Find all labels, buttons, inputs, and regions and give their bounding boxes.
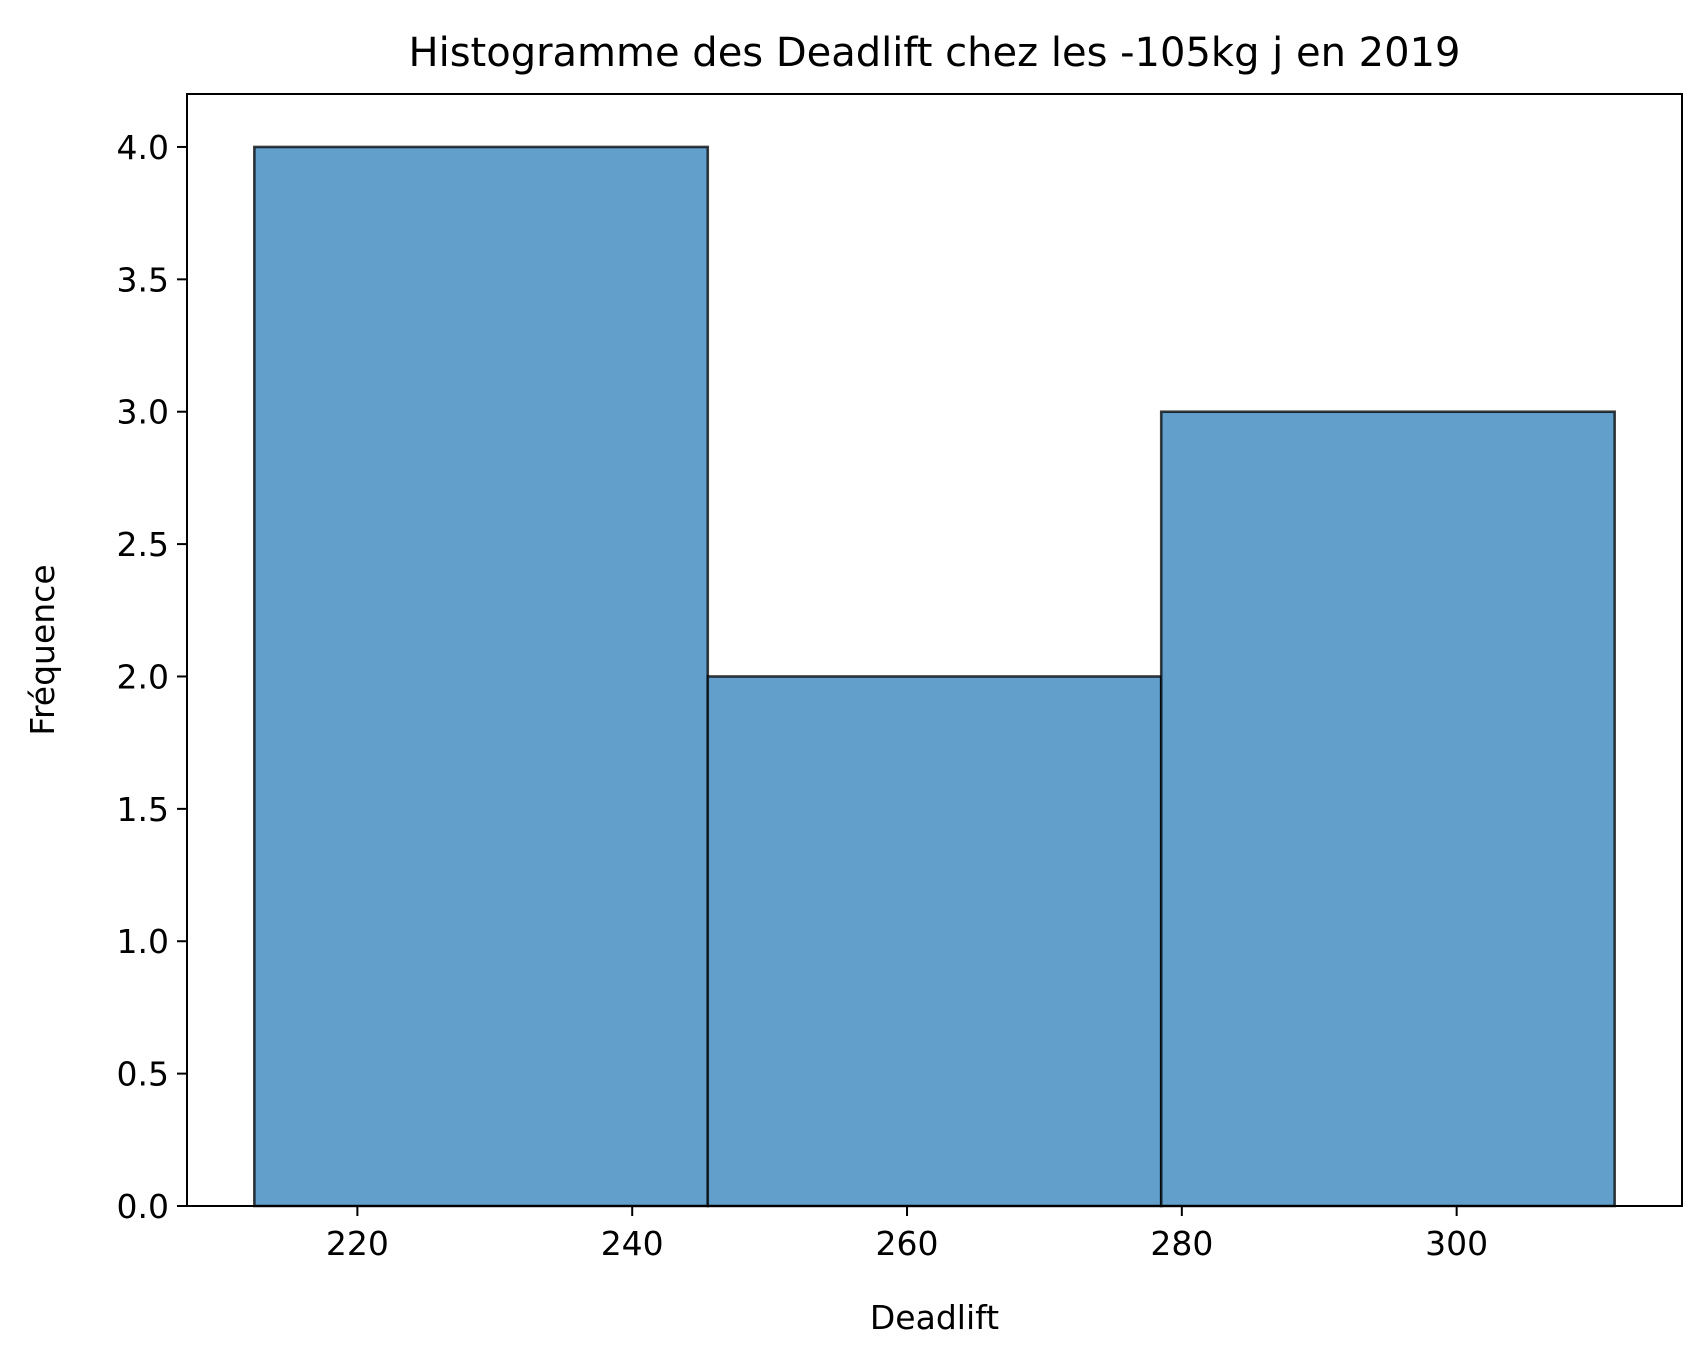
x-tick-label: 240 bbox=[601, 1224, 664, 1263]
y-tick-label: 3.0 bbox=[117, 393, 169, 432]
histogram-bar-2 bbox=[706, 675, 1163, 1208]
y-tick-label: 1.0 bbox=[117, 922, 169, 961]
y-tick-label: 3.5 bbox=[117, 260, 169, 299]
y-axis-title: Fréquence bbox=[23, 564, 62, 735]
y-axis: 0.0 0.5 1.0 1.5 2.0 2.5 3.0 3.5 4.0 bbox=[117, 128, 187, 1226]
x-tick-label: 300 bbox=[1425, 1224, 1488, 1263]
histogram-bars bbox=[253, 145, 1616, 1208]
y-tick-label: 4.0 bbox=[117, 128, 169, 167]
y-tick-label: 1.5 bbox=[117, 790, 169, 829]
histogram-bar-3 bbox=[1159, 410, 1616, 1208]
x-tick-label: 220 bbox=[326, 1224, 389, 1263]
y-tick-label: 0.5 bbox=[117, 1055, 169, 1094]
y-tick-label: 2.5 bbox=[117, 525, 169, 564]
x-axis: 220 240 260 280 300 bbox=[326, 1206, 1488, 1263]
x-tick-label: 260 bbox=[876, 1224, 939, 1263]
histogram-bar-1 bbox=[253, 145, 710, 1208]
plot-frame bbox=[186, 93, 1683, 1207]
y-tick-label: 2.0 bbox=[117, 657, 169, 696]
x-tick-label: 280 bbox=[1150, 1224, 1213, 1263]
x-axis-title: Deadlift bbox=[870, 1298, 999, 1337]
y-tick-label: 0.0 bbox=[117, 1187, 169, 1226]
chart-title: Histogramme des Deadlift chez les -105kg… bbox=[409, 30, 1461, 76]
